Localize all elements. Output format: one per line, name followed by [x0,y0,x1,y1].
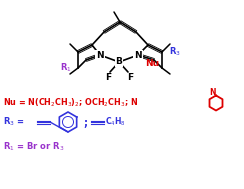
Text: F: F [105,73,111,81]
Text: Nu: Nu [145,59,159,67]
Text: ;: ; [83,118,87,128]
Text: R$_1$ = Br or R$_3$: R$_1$ = Br or R$_3$ [3,141,64,153]
Text: R$_3$ =: R$_3$ = [3,116,25,128]
Text: R$_3$: R$_3$ [169,46,181,58]
Text: N: N [96,50,104,60]
Text: R$_1$: R$_1$ [60,62,72,74]
Text: N: N [134,50,142,60]
Text: C$_4$H$_8$: C$_4$H$_8$ [105,116,126,128]
Text: N: N [210,88,216,97]
Text: B: B [116,57,122,67]
Text: Nu = N(CH$_2$CH$_3$)$_2$; OCH$_2$CH$_3$; N: Nu = N(CH$_2$CH$_3$)$_2$; OCH$_2$CH$_3$;… [3,97,138,109]
Text: F: F [127,73,133,81]
